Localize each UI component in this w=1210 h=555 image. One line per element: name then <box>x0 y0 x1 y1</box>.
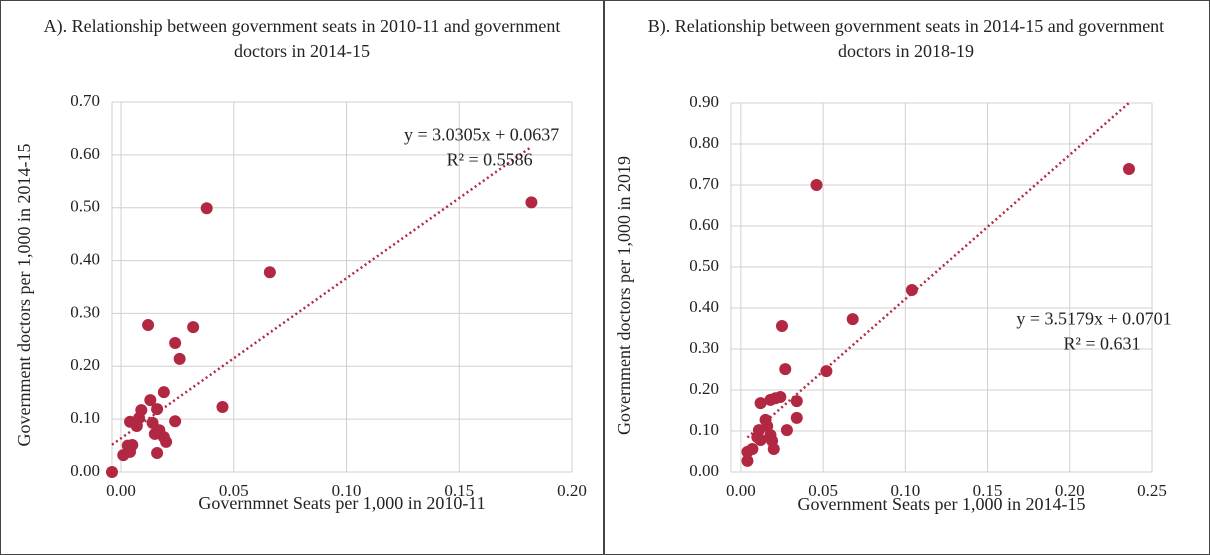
y-tick-label: 0.50 <box>689 256 719 275</box>
point <box>741 454 754 467</box>
y-tick-label: 0.10 <box>70 408 100 427</box>
point <box>774 390 787 403</box>
point <box>746 443 759 456</box>
x-axis-label: Governmnet Seats per 1,000 in 2010-11 <box>198 493 485 513</box>
y-axis-label: Government doctors per 1,000 in 2014-15 <box>14 144 34 447</box>
y-tick-label: 0.30 <box>70 302 100 321</box>
chart-title: B). Relationship between government seat… <box>647 16 1165 61</box>
y-tick-label: 0.60 <box>689 215 719 234</box>
point <box>160 435 173 448</box>
y-tick-label: 0.40 <box>70 249 100 268</box>
x-tick-label: 0.05 <box>808 481 838 500</box>
x-tick-label: 0.00 <box>726 481 756 500</box>
point <box>767 443 780 456</box>
point <box>775 320 788 333</box>
point <box>810 179 823 191</box>
point <box>151 403 164 416</box>
point <box>169 415 182 428</box>
y-tick-label: 0.70 <box>70 91 100 110</box>
point <box>200 202 213 215</box>
chart-title: A). Relationship between government seat… <box>43 16 561 61</box>
point <box>142 319 155 332</box>
x-tick-label: 0.20 <box>1055 481 1085 500</box>
y-tick-label: 0.00 <box>689 461 719 480</box>
trendline-equation: y = 3.5179x + 0.0701 <box>1016 308 1171 328</box>
point <box>754 434 767 447</box>
point <box>761 420 774 433</box>
y-tick-label: 0.00 <box>70 461 100 480</box>
y-tick-label: 0.30 <box>689 338 719 357</box>
trendline-r2: R² = 0.631 <box>1063 333 1140 353</box>
x-tick-label: 0.05 <box>219 481 249 500</box>
point <box>754 397 767 410</box>
x-axis-label: Government Seats per 1,000 in 2014-15 <box>798 494 1086 514</box>
point <box>779 363 792 376</box>
y-tick-label: 0.20 <box>689 379 719 398</box>
trendline-r2: R² = 0.5586 <box>447 149 533 169</box>
point <box>525 196 538 209</box>
point <box>780 424 793 437</box>
y-axis-label: Government doctors per 1,000 in 2019 <box>614 156 634 435</box>
point <box>151 446 164 459</box>
point <box>144 394 157 407</box>
point <box>169 337 182 350</box>
y-tick-label: 0.80 <box>689 133 719 152</box>
point <box>1122 163 1135 176</box>
trendline <box>111 145 533 446</box>
x-tick-label: 0.15 <box>973 481 1003 500</box>
point <box>106 466 118 478</box>
point <box>135 404 148 417</box>
point <box>790 395 803 408</box>
point <box>173 352 186 365</box>
x-tick-label: 0.10 <box>332 481 362 500</box>
x-tick-label: 0.15 <box>444 481 474 500</box>
trendline-equation: y = 3.0305x + 0.0637 <box>404 124 559 144</box>
point <box>126 439 139 452</box>
y-tick-label: 0.70 <box>689 174 719 193</box>
y-tick-label: 0.60 <box>70 144 100 163</box>
point <box>263 266 276 279</box>
point <box>157 386 170 399</box>
y-tick-label: 0.20 <box>70 355 100 374</box>
y-tick-label: 0.10 <box>689 420 719 439</box>
x-tick-label: 0.10 <box>890 481 920 500</box>
point <box>187 321 200 334</box>
x-tick-label: 0.25 <box>1137 481 1167 500</box>
trendline <box>746 101 1130 439</box>
point <box>905 283 918 296</box>
x-tick-label: 0.20 <box>557 481 587 500</box>
point <box>790 411 803 424</box>
y-tick-label: 0.90 <box>689 92 719 111</box>
x-tick-label: 0.00 <box>106 481 136 500</box>
y-tick-label: 0.40 <box>689 297 719 316</box>
point <box>820 365 833 378</box>
y-tick-label: 0.50 <box>70 197 100 216</box>
point <box>846 313 859 326</box>
point <box>216 400 229 413</box>
